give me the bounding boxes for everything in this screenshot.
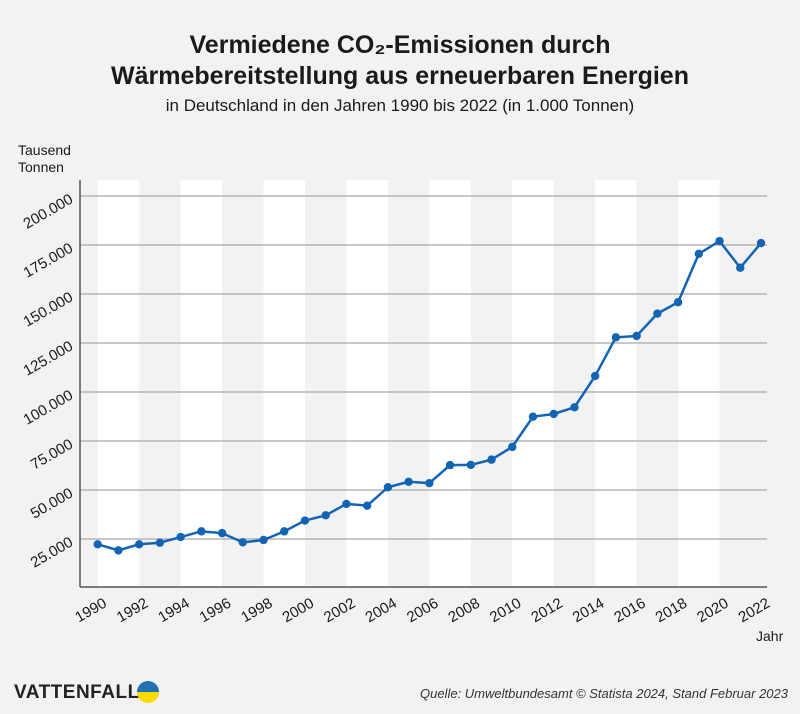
data-point — [653, 309, 662, 318]
x-tick-label: 1994 — [155, 595, 192, 626]
data-point — [632, 331, 641, 341]
data-point — [425, 478, 434, 488]
vattenfall-logo-icon — [137, 681, 159, 703]
data-point — [508, 442, 517, 452]
x-tick-label: 1990 — [72, 595, 109, 626]
y-tick-label: 75.000 — [28, 436, 76, 474]
y-tick-label: 175.000 — [21, 240, 76, 282]
background-stripe — [180, 180, 223, 587]
y-tick-label: 100.000 — [21, 387, 76, 429]
x-tick-label: 2012 — [528, 595, 565, 626]
data-point — [280, 527, 289, 536]
x-tick-label: 1998 — [238, 595, 275, 626]
y-tick-label: 25.000 — [28, 534, 76, 572]
x-tick-label: 2006 — [404, 595, 441, 626]
brand-logo-text: VATTENFALL — [14, 682, 140, 703]
background-stripe — [595, 180, 637, 587]
y-axis-label: Tausend Tonnen — [18, 142, 71, 175]
x-tick-label: 2018 — [653, 595, 690, 626]
chart-subtitle: in Deutschland in den Jahren 1990 bis 20… — [165, 96, 635, 115]
x-tick-label: 2010 — [487, 595, 524, 626]
x-tick-label: 2002 — [321, 595, 358, 626]
data-point — [155, 538, 165, 547]
y-tick-label: 50.000 — [28, 485, 76, 523]
x-axis-label: Jahr — [756, 628, 784, 644]
data-point — [466, 460, 476, 470]
data-point — [321, 511, 330, 520]
y-tick-label: 150.000 — [21, 289, 76, 331]
data-point — [383, 483, 393, 492]
source-note: Quelle: Umweltbundesamt © Statista 2024,… — [419, 686, 788, 701]
data-point — [528, 412, 538, 421]
x-tick-label: 2008 — [445, 595, 482, 626]
data-point — [570, 403, 579, 412]
x-tick-label: 2014 — [570, 595, 607, 626]
x-tick-label: 2022 — [736, 595, 773, 626]
x-tick-label: 1992 — [114, 595, 151, 626]
background-stripe — [512, 180, 554, 587]
y-tick-label: 125.000 — [21, 338, 76, 380]
x-tick-label: 1996 — [197, 595, 234, 626]
x-tick-label: 2020 — [694, 595, 731, 626]
data-point — [176, 532, 185, 542]
data-point — [549, 409, 558, 419]
data-point — [93, 540, 102, 549]
data-point — [238, 538, 247, 547]
data-point — [590, 371, 600, 381]
data-point — [362, 501, 372, 510]
data-point — [445, 460, 455, 470]
background-stripe — [346, 180, 388, 587]
data-point — [114, 546, 123, 555]
data-point — [694, 249, 704, 259]
data-point — [715, 236, 724, 246]
y-tick-label: 200.000 — [21, 191, 76, 233]
data-point — [487, 455, 496, 464]
background-stripe — [429, 180, 471, 587]
data-point — [259, 535, 268, 545]
x-tick-label: 2016 — [611, 595, 648, 626]
data-point — [134, 540, 144, 549]
data-point — [197, 527, 206, 536]
data-point — [404, 477, 413, 486]
x-tick-label: 2000 — [280, 595, 317, 626]
data-point — [300, 516, 310, 525]
data-point — [756, 238, 766, 248]
data-point — [673, 298, 683, 307]
background-stripe — [263, 180, 305, 587]
background-stripe — [97, 180, 140, 587]
data-point — [217, 528, 227, 538]
data-point — [342, 499, 351, 509]
x-tick-label: 2004 — [362, 595, 399, 626]
chart-title-line2: Wärmebereitstellung aus erneuerbaren Ene… — [111, 62, 689, 90]
background-stripe — [678, 180, 720, 587]
chart-title: Vermiedene CO₂-Emissionen durch Wärmeber… — [0, 30, 800, 92]
data-point — [736, 263, 745, 272]
data-point — [611, 333, 621, 342]
chart-title-line1: Vermiedene CO₂-Emissionen durch — [189, 31, 611, 59]
